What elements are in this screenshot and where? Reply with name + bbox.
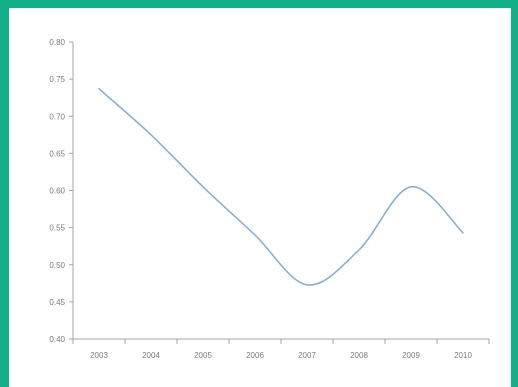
data-point — [202, 185, 205, 188]
x-tick-label: 2008 — [350, 351, 368, 360]
series-line — [98, 87, 464, 286]
series-group — [98, 87, 465, 286]
y-tick-label: 0.70 — [49, 112, 65, 121]
y-tick-label: 0.75 — [49, 75, 65, 84]
data-point — [410, 185, 413, 188]
y-tick-label: 0.50 — [49, 261, 65, 270]
x-tick-label: 2005 — [194, 351, 212, 360]
y-tick-label: 0.40 — [49, 335, 65, 344]
data-point — [358, 248, 361, 251]
y-axis: 0.80 0.75 0.70 0.65 0.60 0.55 0.50 0.45 0.40 — [49, 38, 74, 344]
data-point — [98, 87, 101, 90]
data-point — [150, 133, 153, 136]
y-tick-label: 0.60 — [49, 187, 65, 196]
x-tick-label: 2007 — [298, 351, 316, 360]
y-tick-label: 0.65 — [49, 149, 65, 158]
x-tick-label: 2003 — [90, 351, 108, 360]
data-point — [254, 234, 257, 237]
x-tick-label: 2006 — [246, 351, 264, 360]
x-tick-label: 2010 — [454, 351, 472, 360]
x-tick-label: 2009 — [402, 351, 420, 360]
y-tick-label: 0.55 — [49, 224, 65, 233]
x-axis: 2003 2004 2005 2006 2007 2008 2009 2010 — [72, 338, 490, 360]
y-tick-label: 0.45 — [49, 298, 65, 307]
y-tick-label: 0.80 — [49, 38, 65, 47]
data-point — [306, 283, 309, 286]
data-point — [462, 231, 465, 234]
x-tick-label: 2004 — [142, 351, 160, 360]
